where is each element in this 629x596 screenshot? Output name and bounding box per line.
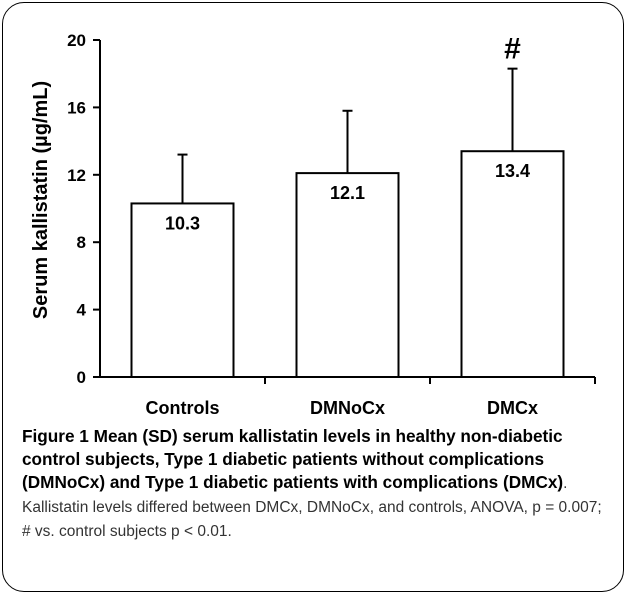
bar-value-label: 10.3 xyxy=(165,213,200,233)
bar xyxy=(130,202,235,378)
significance-annotation: # xyxy=(504,33,521,66)
caption-title: Mean (SD) serum kallistatin levels in he… xyxy=(22,426,564,492)
bar xyxy=(295,172,400,378)
plot-area: 0 4 8 12 16 20 10.3 Controls 12.1 DMNoCx 13.4 DMCx # xyxy=(67,31,596,418)
y-axis-label: Serum kallistatin (µg/mL) xyxy=(30,81,52,319)
bar xyxy=(460,150,565,378)
caption-label: Figure 1 xyxy=(22,426,89,446)
caption-body: . Kallistatin levels differed between DM… xyxy=(22,475,602,540)
x-tick-label: DMNoCx xyxy=(310,398,385,418)
bar-chart: 0 4 8 12 16 20 10.3 Controls 12.1 DMNoCx 13.4 DMCx #… xyxy=(30,31,596,418)
y-tick-label: 0 xyxy=(77,368,86,387)
x-tick-label: DMCx xyxy=(487,398,538,418)
y-tick-label: 8 xyxy=(77,233,86,252)
bar-value-label: 13.4 xyxy=(495,161,530,181)
y-tick-label: 4 xyxy=(77,301,87,320)
y-tick-label: 16 xyxy=(67,98,86,117)
bar-value-label: 12.1 xyxy=(330,183,365,203)
figure-caption: Figure 1 Mean (SD) serum kallistatin lev… xyxy=(22,425,614,543)
y-tick-label: 12 xyxy=(67,166,86,185)
y-tick-label: 20 xyxy=(67,31,86,50)
x-tick-label: Controls xyxy=(146,398,220,418)
